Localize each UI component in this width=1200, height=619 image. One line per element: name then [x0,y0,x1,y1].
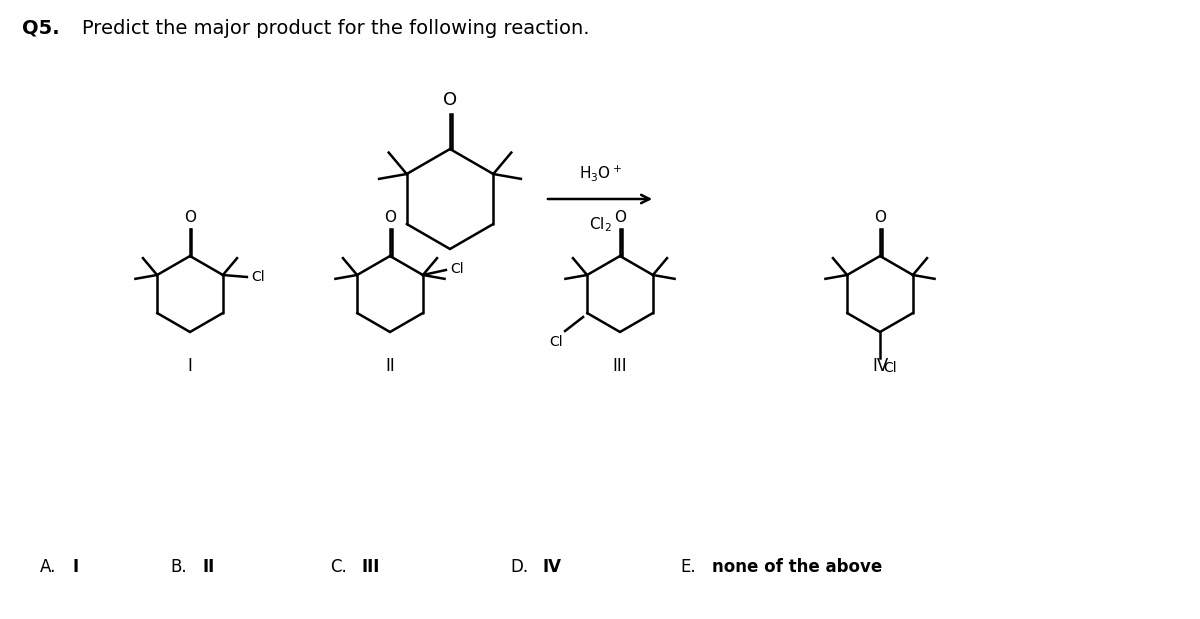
Text: O: O [443,91,457,109]
Text: I: I [187,357,192,375]
Text: III: III [362,558,380,576]
Text: Cl: Cl [251,270,264,284]
Text: II: II [385,357,395,375]
Text: O: O [874,210,886,225]
Text: I: I [72,558,78,576]
Text: A.: A. [40,558,56,576]
Text: B.: B. [170,558,187,576]
Text: O: O [184,210,196,225]
Text: II: II [202,558,215,576]
Text: III: III [613,357,628,375]
Text: Cl: Cl [550,335,563,349]
Text: Predict the major product for the following reaction.: Predict the major product for the follow… [82,19,589,38]
Text: O: O [384,210,396,225]
Text: D.: D. [510,558,528,576]
Text: H$_3$O$^+$: H$_3$O$^+$ [578,163,622,183]
Text: Q5.: Q5. [22,19,60,38]
Text: O: O [614,210,626,225]
Text: C.: C. [330,558,347,576]
Text: E.: E. [680,558,696,576]
Text: Cl: Cl [450,262,463,276]
Text: IV: IV [542,558,562,576]
Text: IV: IV [872,357,888,375]
Text: Cl: Cl [883,361,896,375]
Text: none of the above: none of the above [712,558,882,576]
Text: Cl$_2$: Cl$_2$ [589,215,611,234]
